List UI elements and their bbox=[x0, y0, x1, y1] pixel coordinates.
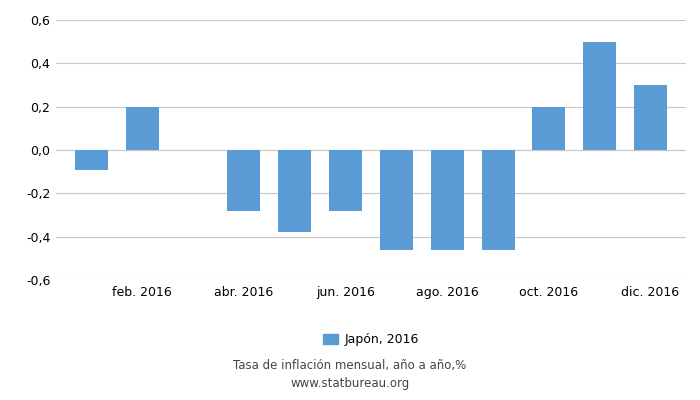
Bar bbox=[126, 107, 159, 150]
Bar bbox=[75, 150, 108, 170]
Bar bbox=[482, 150, 514, 250]
Bar bbox=[430, 150, 463, 250]
Bar bbox=[634, 85, 667, 150]
Bar bbox=[329, 150, 362, 211]
Bar bbox=[583, 42, 616, 150]
Bar bbox=[279, 150, 312, 232]
Bar bbox=[380, 150, 413, 250]
Legend: Japón, 2016: Japón, 2016 bbox=[323, 333, 419, 346]
Text: www.statbureau.org: www.statbureau.org bbox=[290, 378, 410, 390]
Text: Tasa de inflación mensual, año a año,%: Tasa de inflación mensual, año a año,% bbox=[233, 360, 467, 372]
Bar bbox=[532, 107, 566, 150]
Bar bbox=[228, 150, 260, 211]
